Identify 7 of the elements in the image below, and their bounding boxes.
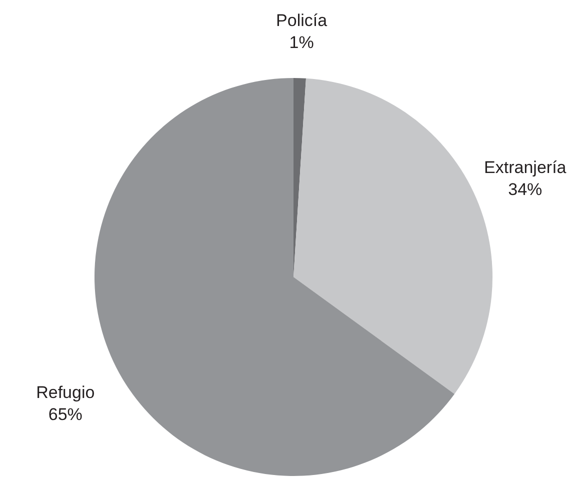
slice-label: Extranjería: [484, 158, 567, 177]
pie-slice: [94, 78, 454, 476]
data-label: 65%: [48, 405, 82, 424]
data-label: 34%: [508, 180, 542, 199]
slice-label: Refugio: [36, 383, 95, 402]
data-label: 1%: [289, 33, 314, 52]
slice-label: Policía: [276, 11, 328, 30]
